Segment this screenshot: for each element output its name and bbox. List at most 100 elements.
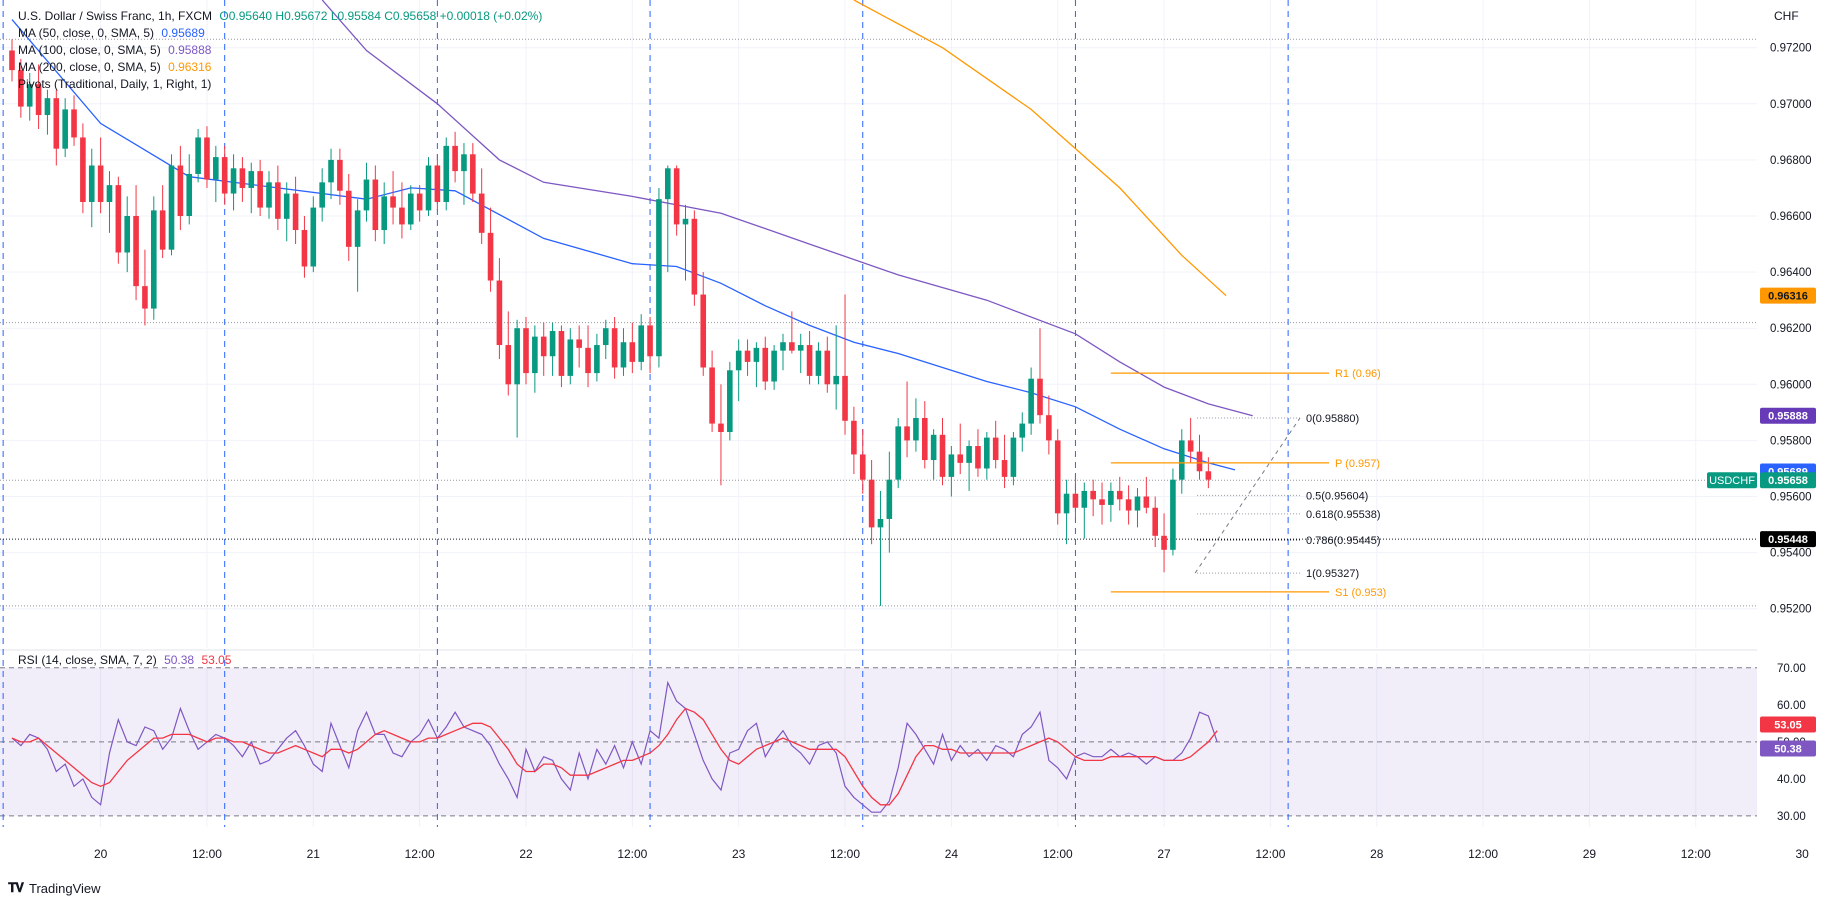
rsi-value-text: 53.05: [1774, 720, 1802, 732]
candle: [868, 460, 875, 545]
candle: [611, 316, 618, 379]
candle-body: [1205, 471, 1212, 480]
candle: [727, 361, 733, 441]
rsi-label: RSI (14, close, SMA, 7, 2): [18, 653, 157, 667]
grid: [0, 0, 1757, 827]
session-separators: [2, 0, 1289, 827]
candle: [532, 325, 538, 393]
candle-body: [159, 210, 166, 250]
price-tick-label: 0.95800: [1770, 435, 1812, 447]
ma50-value: 0.95689: [161, 26, 205, 40]
candle-body: [851, 420, 857, 455]
candle-body: [416, 193, 423, 211]
candle-body: [266, 182, 272, 208]
candle: [682, 204, 689, 281]
candle-body: [549, 331, 556, 357]
candle: [921, 401, 928, 469]
time-axis[interactable]: 2:002012:002112:002212:002312:002412:002…: [0, 847, 1833, 861]
rsi-legend[interactable]: RSI (14, close, SMA, 7, 2) 50.38 53.05: [18, 653, 231, 667]
candle-body: [833, 375, 839, 385]
ma200-legend[interactable]: MA (200, close, 0, SMA, 5) 0.96316: [18, 59, 542, 76]
candle: [230, 154, 237, 211]
time-tick-label: 12:00: [405, 847, 435, 861]
candle: [505, 311, 512, 396]
candle: [257, 159, 263, 216]
candle: [1161, 513, 1167, 573]
candle-body: [629, 342, 636, 362]
candle-body: [80, 137, 86, 202]
candle-body: [620, 342, 627, 368]
price-tick-label: 0.96400: [1770, 267, 1812, 279]
candle: [664, 165, 671, 273]
candle: [1099, 482, 1105, 525]
candle-body: [886, 479, 893, 519]
candle: [496, 258, 503, 360]
candle-body: [434, 165, 441, 202]
candle-body: [806, 345, 813, 376]
candle-body: [594, 345, 600, 374]
candle: [948, 446, 955, 497]
candle-body: [1125, 499, 1132, 511]
candle: [859, 429, 866, 494]
candle-body: [895, 426, 901, 480]
ma100-label: MA (100, close, 0, SMA, 5): [18, 43, 161, 57]
candle-body: [913, 417, 919, 441]
candle: [815, 342, 822, 385]
ma200-value: 0.96316: [168, 60, 212, 74]
candle-body: [301, 230, 308, 267]
candle-body: [1028, 378, 1034, 424]
moving-averages: [11, 0, 1253, 471]
rsi-value-box: [1760, 716, 1816, 733]
price-label-box: [1760, 531, 1816, 548]
candle: [514, 319, 520, 438]
candle: [833, 325, 839, 410]
ma100-legend[interactable]: MA (100, close, 0, SMA, 5) 0.95888: [18, 42, 542, 59]
candle-body: [106, 185, 113, 202]
price-axis[interactable]: 0.95200 0.95400 0.95600 0.95800 0.96000 0.962…: [1770, 43, 1812, 823]
candle-body: [239, 168, 246, 188]
candle: [1125, 485, 1132, 525]
candle-body: [425, 165, 432, 211]
candle-body: [115, 185, 122, 253]
candle: [1081, 482, 1088, 539]
candle: [629, 322, 636, 374]
ma50-legend[interactable]: MA (50, close, 0, SMA, 5) 0.95689: [18, 25, 542, 42]
candle: [407, 185, 414, 231]
candle-body: [177, 165, 184, 216]
candle: [966, 440, 972, 491]
candle-body: [328, 159, 334, 183]
candle: [1108, 482, 1114, 522]
candle: [1054, 429, 1061, 525]
candle-body: [1187, 440, 1194, 452]
candle: [771, 345, 777, 390]
candle-body: [797, 345, 804, 351]
candle: [372, 165, 379, 242]
candle: [124, 196, 131, 273]
candle: [992, 420, 999, 469]
tradingview-logo-icon: 𝐓𝐕: [8, 880, 24, 895]
candle-body: [1090, 490, 1096, 500]
brand[interactable]: 𝐓𝐕 TradingView: [8, 880, 101, 896]
candle-body: [1037, 378, 1043, 416]
rsi-tick-label: 30.00: [1777, 811, 1806, 823]
pivots-legend[interactable]: Pivots (Traditional, Daily, 1, Right, 1): [18, 76, 542, 93]
candle: [1134, 488, 1141, 528]
rsi-sma-value: 53.05: [201, 653, 232, 667]
candle-body: [727, 370, 733, 432]
candle: [797, 333, 804, 374]
candle: [886, 451, 893, 553]
rsi-value-text: 50.38: [1774, 743, 1802, 755]
candle: [133, 185, 139, 301]
symbol-title[interactable]: U.S. Dollar / Swiss Franc, 1h, FXCM: [18, 9, 213, 23]
candle-body: [1001, 460, 1008, 477]
ma100-value: 0.95888: [168, 43, 212, 57]
candle: [1143, 476, 1150, 514]
candle-body: [372, 179, 379, 231]
candle-body: [496, 280, 503, 346]
candle: [744, 339, 751, 376]
price-label-text: 0.95448: [1768, 534, 1808, 546]
candle: [390, 171, 396, 225]
candle-body: [824, 350, 831, 385]
